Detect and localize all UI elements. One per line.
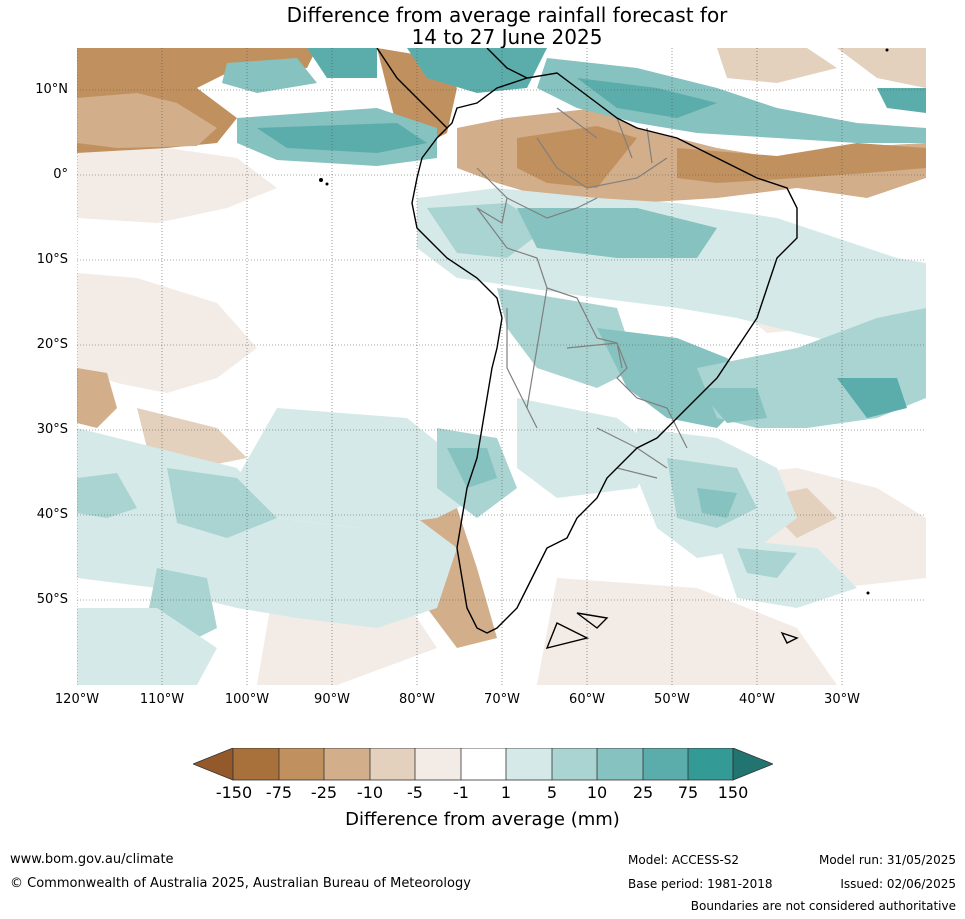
- map-svg: [77, 48, 926, 685]
- lat-label-20s: 20°S: [36, 337, 68, 352]
- issued-label: Issued: 02/06/2025: [840, 877, 956, 891]
- colorbar-dividers: [278, 748, 689, 780]
- lon-label-120w: 120°W: [54, 692, 100, 707]
- map-title: Difference from average rainfall forecas…: [0, 4, 965, 48]
- colorbar-tick: -5: [407, 783, 423, 802]
- lat-label-10s: 10°S: [36, 252, 68, 267]
- colorbar-title: Difference from average (mm): [345, 809, 620, 830]
- wet-anomaly-regions: [77, 48, 926, 685]
- title-line-2: 14 to 27 June 2025: [411, 25, 603, 49]
- base-period-label: Base period: 1981-2018: [628, 877, 773, 891]
- colorbar-band-wet-10: [552, 748, 597, 780]
- lat-label-40s: 40°S: [36, 507, 68, 522]
- lon-label-110w: 110°W: [139, 692, 185, 707]
- colorbar-border: [232, 748, 734, 781]
- copyright-text: © Commonwealth of Australia 2025, Austra…: [10, 876, 471, 891]
- colorbar-tick: 25: [632, 783, 654, 802]
- lon-label-70w: 70°W: [484, 692, 520, 707]
- lat-label-0: 0°: [53, 167, 68, 182]
- colorbar-svg: [193, 748, 773, 781]
- colorbar-band-dry-25: [324, 748, 370, 780]
- model-label: Model: ACCESS-S2: [628, 853, 740, 867]
- disclaimer-text: Boundaries are not considered authoritat…: [690, 899, 956, 913]
- gridlines: [77, 48, 926, 685]
- colorbar-tick: -75: [265, 783, 293, 802]
- small-islands: [319, 48, 889, 595]
- colorbar-tick: 150: [717, 783, 749, 802]
- country-borders: [476, 107, 688, 479]
- lon-label-60w: 60°W: [569, 692, 605, 707]
- colorbar-tick: 1: [500, 783, 512, 802]
- colorbar-band-dry-75: [279, 748, 324, 780]
- colorbar-wet-extreme-arrow: [732, 748, 773, 781]
- colorbar-band-dry-10: [370, 748, 415, 780]
- colorbar: [193, 748, 773, 782]
- lat-label-50s: 50°S: [36, 592, 68, 607]
- colorbar-tick: 5: [546, 783, 558, 802]
- website-link[interactable]: www.bom.gov.au/climate: [10, 852, 174, 867]
- colorbar-tick: -150: [215, 783, 253, 802]
- lon-label-90w: 90°W: [314, 692, 350, 707]
- colorbar-band-wet-75: [643, 748, 688, 780]
- dry-anomaly-regions: [77, 48, 926, 685]
- colorbar-band-dry-150: [233, 748, 279, 780]
- colorbar-tick: 75: [677, 783, 699, 802]
- coastlines: [376, 48, 799, 650]
- lon-label-80w: 80°W: [399, 692, 435, 707]
- lon-label-40w: 40°W: [739, 692, 775, 707]
- colorbar-band-dry-5: [415, 748, 461, 780]
- colorbar-tick: 10: [586, 783, 608, 802]
- lat-label-30s: 30°S: [36, 422, 68, 437]
- lat-label-10n: 10°N: [35, 82, 68, 97]
- colorbar-dry-extreme-arrow: [193, 748, 234, 781]
- lon-label-50w: 50°W: [654, 692, 690, 707]
- colorbar-band-wet-150: [688, 748, 733, 780]
- title-line-1: Difference from average rainfall forecas…: [286, 3, 728, 27]
- colorbar-band-neutral: [461, 748, 506, 780]
- colorbar-tick: -10: [356, 783, 384, 802]
- colorbar-tick: -1: [453, 783, 469, 802]
- colorbar-tick: -25: [310, 783, 338, 802]
- lon-label-100w: 100°W: [224, 692, 270, 707]
- colorbar-band-wet-25: [597, 748, 643, 780]
- lon-label-30w: 30°W: [824, 692, 860, 707]
- colorbar-band-wet-5: [506, 748, 552, 780]
- rainfall-map: [77, 48, 926, 685]
- model-run-label: Model run: 31/05/2025: [818, 853, 956, 867]
